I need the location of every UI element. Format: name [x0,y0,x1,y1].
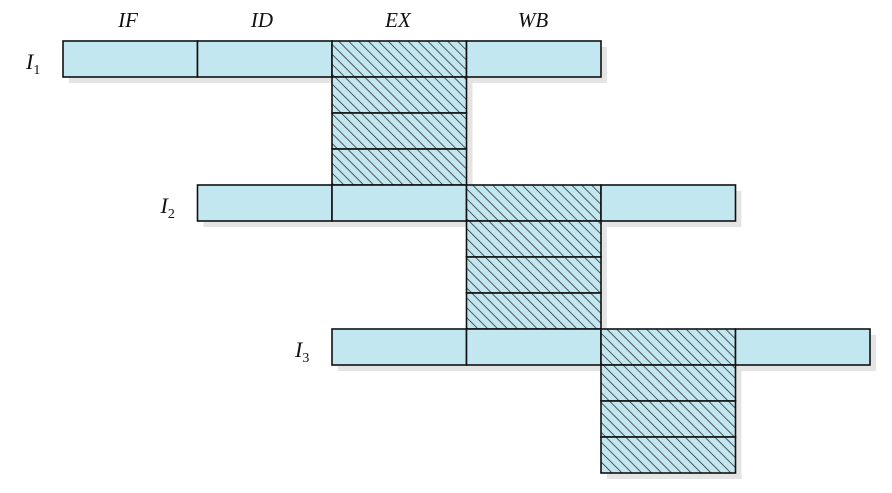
stage-cell-id-1 [196,40,333,78]
execute-substage-1-4 [331,148,468,186]
instruction-label-1: I1 [25,49,40,78]
stage-cell-wb-3 [734,328,871,366]
stage-header-id: ID [250,8,273,32]
stage-cell-if-3 [331,328,468,366]
instruction-rows: I1 I2 I3 [25,40,876,479]
stage-cell-ex-1 [331,40,468,78]
stage-cell-id-2 [331,184,468,222]
instruction-row-2: I2 [160,184,742,335]
stage-cell-ex-3 [600,328,737,366]
execute-substage-2-3 [465,256,602,294]
stage-cell-id-3 [465,328,602,366]
stage-cell-if-1 [62,40,199,78]
stage-cell-ex-2 [465,184,602,222]
stage-header-if: IF [117,8,138,32]
stage-header-ex: EX [384,8,412,32]
stage-headers: IF ID EX WB [117,8,548,32]
execute-substage-3-3 [600,400,737,438]
execute-substage-2-2 [465,220,602,258]
stage-cell-if-2 [196,184,333,222]
execute-substage-1-2 [331,76,468,114]
instruction-label-2: I2 [160,193,175,222]
execute-substage-2-4 [465,292,602,330]
execute-substage-3-4 [600,436,737,474]
execute-substage-1-3 [331,112,468,150]
instruction-label-3: I3 [294,337,309,366]
stage-header-wb: WB [518,8,548,32]
stage-cell-wb-2 [600,184,737,222]
instruction-row-3: I3 [294,328,876,479]
stage-cell-wb-1 [465,40,602,78]
instruction-row-1: I1 [25,40,607,191]
execute-substage-3-2 [600,364,737,402]
